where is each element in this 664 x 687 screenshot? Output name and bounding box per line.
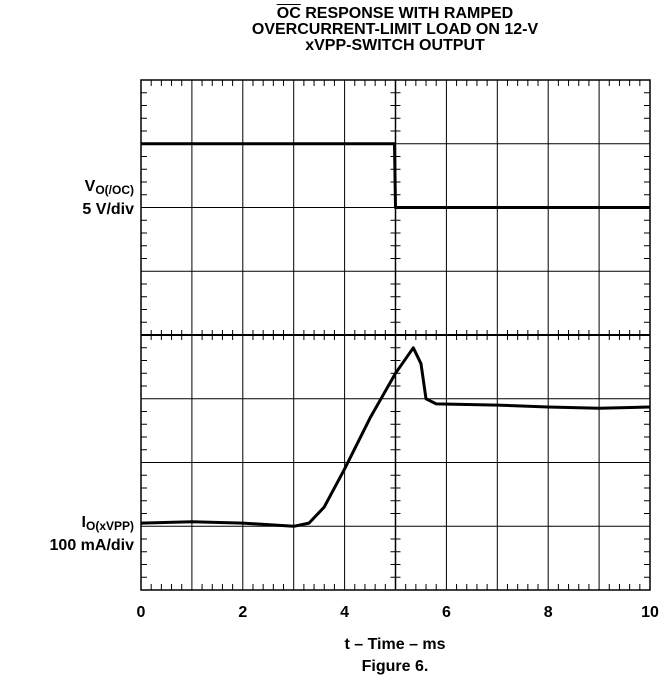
title-line1: RESPONSE WITH RAMPED [300, 5, 514, 22]
x-tick-label: 10 [641, 604, 659, 621]
y-label-voltage: VO(/OC) 5 V/div [82, 177, 134, 219]
x-tick-label: 6 [442, 604, 451, 621]
y-label-voltage-main: V [84, 178, 96, 195]
title-line2: OVERCURRENT-LIMIT LOAD ON 12-V [251, 21, 539, 38]
y-label-current-sub: O(xVPP) [85, 519, 134, 533]
y-label-voltage-sub: O(/OC) [95, 183, 134, 197]
x-tick-label: 4 [340, 604, 349, 621]
title-oc-overline: OC [276, 5, 301, 22]
y-label-current-scale: 100 mA/div [49, 537, 134, 554]
x-tick-label: 2 [238, 604, 247, 621]
chart-title: OC RESPONSE WITH RAMPED OVERCURRENT-LIMI… [140, 6, 650, 54]
figure-caption: Figure 6. [361, 658, 429, 675]
title-line3: xVPP-SWITCH OUTPUT [305, 37, 485, 54]
y-label-voltage-scale: 5 V/div [82, 201, 134, 218]
plot-frame [140, 79, 651, 591]
series-current-trace [140, 346, 651, 528]
x-tick-label: 0 [137, 604, 146, 621]
x-axis-label: t – Time – ms [344, 636, 446, 653]
x-tick-label: 8 [544, 604, 553, 621]
series-voltage-trace [141, 142, 650, 209]
y-label-current-main: I [81, 514, 86, 531]
y-label-current: IO(xVPP) 100 mA/div [50, 513, 134, 555]
